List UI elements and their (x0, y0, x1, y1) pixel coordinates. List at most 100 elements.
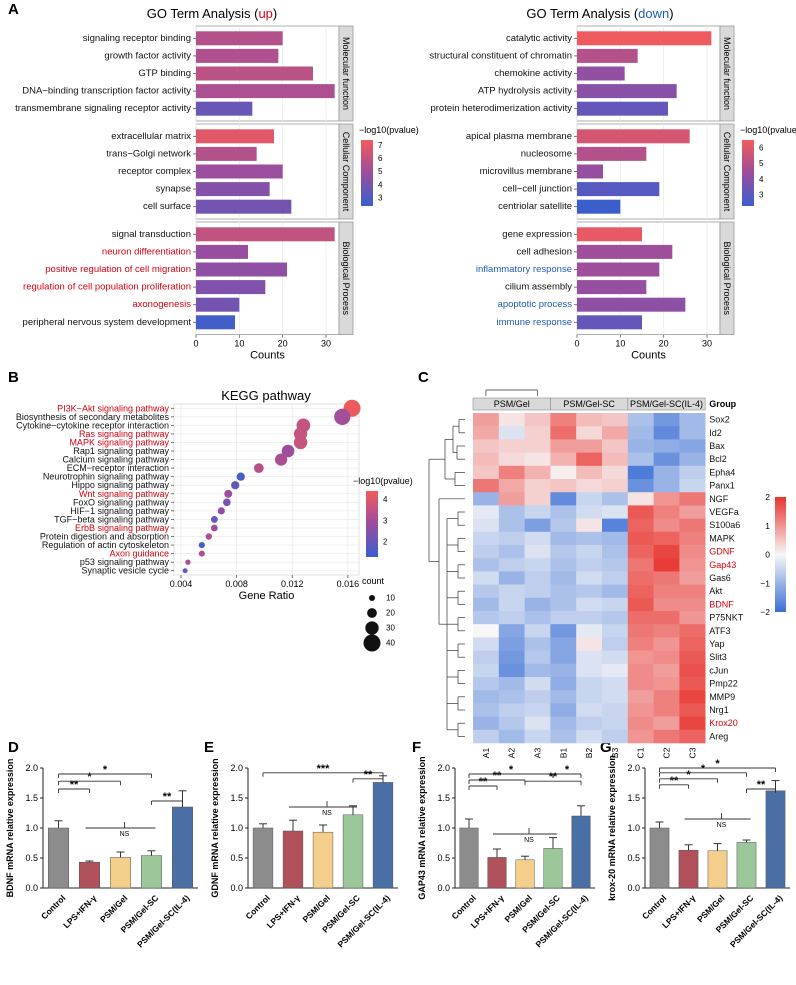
legend-title: −log10(pvalue) (359, 125, 419, 135)
heatmap-cell (627, 505, 654, 519)
heatmap-column-label: B1 (558, 748, 568, 759)
go-title-tag: up (258, 6, 272, 21)
y-tick-label: 0.5 (25, 853, 38, 863)
kegg-point (281, 444, 295, 458)
heatmap-cell (498, 637, 525, 651)
go-bar (577, 84, 677, 99)
heatmap-group-bar (627, 397, 706, 411)
heatmap-gene-label: P75NKT (709, 613, 744, 623)
heatmap-cell (473, 677, 500, 691)
y-tick-label: 1.5 (230, 793, 243, 803)
heatmap-cell (473, 426, 500, 440)
heatmap-cell (498, 716, 525, 731)
heatmap-cell (602, 716, 629, 731)
heatmap-cell (679, 716, 706, 731)
heatmap-cell (576, 505, 603, 519)
go-bar (577, 48, 638, 63)
bar (372, 782, 394, 889)
bar (515, 859, 535, 889)
heatmap-cell (498, 505, 525, 519)
heatmap-cell (653, 545, 680, 559)
significance-label: * (701, 763, 706, 775)
heatmap-cell (679, 439, 706, 453)
heatmap-cell (498, 571, 525, 585)
heatmap-cell (498, 558, 525, 572)
significance-label: ** (757, 779, 766, 791)
bdnf-bar-chart: 0.0 0.5 1.0 1.5 2.0 BDNF mRNA relative expres… (5, 759, 198, 949)
heatmap-cell (653, 677, 680, 691)
heatmap-column-label: A1 (481, 748, 491, 759)
kegg-point (236, 472, 245, 481)
heatmap-cell (576, 637, 603, 651)
x-tick-label: 10 (234, 339, 244, 349)
y-tick-label: 2.0 (230, 763, 243, 773)
go-term-label: extracellular matrix (111, 131, 191, 142)
y-tick-label: 0.0 (437, 883, 450, 893)
go-title: GO Term Analysis (up) (147, 6, 278, 21)
go-bar (196, 244, 248, 259)
heatmap-cell (653, 465, 680, 480)
y-tick-label: 0.5 (230, 853, 243, 863)
bar (79, 861, 100, 889)
heatmap-cell (627, 545, 654, 559)
heatmap-cell (473, 703, 500, 717)
kegg-point (198, 550, 205, 557)
x-category-label: PSM/Gel-SC(IL-4) (728, 893, 785, 950)
significance-label: *** (317, 763, 331, 775)
heatmap-cell (602, 426, 629, 440)
heatmap-cell (602, 729, 629, 744)
heatmap-cell (679, 465, 706, 480)
heatmap-cell (627, 518, 654, 533)
kegg-pathway-label: Calcium signaling pathway (62, 455, 169, 465)
heatmap-cell (524, 624, 551, 638)
heatmap-cell (627, 650, 654, 665)
bar (765, 790, 786, 889)
kegg-point (210, 524, 218, 532)
heatmap-cell (524, 716, 551, 731)
heatmap-cell (576, 558, 603, 572)
heatmap-cell (602, 624, 629, 638)
bar (487, 857, 507, 889)
heatmap-cell (524, 452, 551, 467)
kegg-pathway-label: Synaptic vesicle cycle (81, 566, 169, 576)
heatmap-cell (679, 558, 706, 572)
go-bar (577, 146, 647, 161)
heatmap-cell (576, 426, 603, 440)
heatmap-cell (602, 505, 629, 519)
bar (678, 849, 699, 889)
go-facet-strip (719, 221, 735, 335)
x-tick-label: 20 (659, 339, 669, 349)
heatmap-cell (653, 439, 680, 453)
heatmap-gene-label: Areg (709, 731, 728, 741)
heatmap-cell (576, 729, 603, 744)
heatmap-cell (602, 690, 629, 704)
go-bar (577, 31, 712, 46)
heatmap-cell (550, 413, 577, 427)
heatmap-cell (524, 703, 551, 717)
heatmap-cell (473, 505, 500, 519)
heatmap-cell (679, 492, 706, 506)
y-tick-label: 0.0 (230, 883, 243, 893)
go-facet-label: Cellular Component (341, 132, 351, 212)
heatmap-group-label: PSM/Gel-SC (563, 399, 615, 409)
heatmap-cell (550, 426, 577, 440)
go-bar (196, 280, 266, 295)
legend-tick-label: 4 (759, 175, 764, 184)
bar (282, 830, 304, 889)
y-tick-label: 0.5 (627, 853, 640, 863)
y-tick-label: 0.5 (437, 853, 450, 863)
heatmap-cell (602, 452, 629, 467)
heatmap-cell (602, 518, 629, 533)
heatmap-cell (498, 611, 525, 625)
kegg-pathway-label: Rap1 signaling pathway (73, 446, 169, 456)
go-bar (577, 280, 647, 295)
go-term-label: chemokine activity (494, 68, 572, 79)
heatmap-cell (627, 558, 654, 572)
heatmap-cell (473, 611, 500, 625)
y-tick-label: 2.0 (25, 763, 38, 773)
heatmap-cell (473, 729, 500, 744)
legend-tick-label: 5 (378, 167, 383, 176)
heatmap-cell (550, 703, 577, 717)
heatmap-cell (524, 637, 551, 651)
legend-tick-label: 3 (383, 516, 388, 525)
